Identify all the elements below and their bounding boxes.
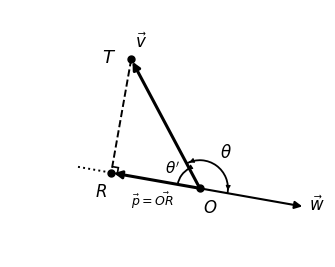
Text: $\theta'$: $\theta'$ [165,160,180,177]
Text: $\vec{v}$: $\vec{v}$ [135,33,147,52]
Text: $R$: $R$ [95,183,107,201]
Text: $O$: $O$ [203,199,218,217]
Text: $\theta$: $\theta$ [219,144,231,162]
Text: $T$: $T$ [102,49,116,67]
Text: $\vec{w}$: $\vec{w}$ [309,196,325,215]
Text: $\vec{p}=\vec{OR}$: $\vec{p}=\vec{OR}$ [131,191,174,211]
